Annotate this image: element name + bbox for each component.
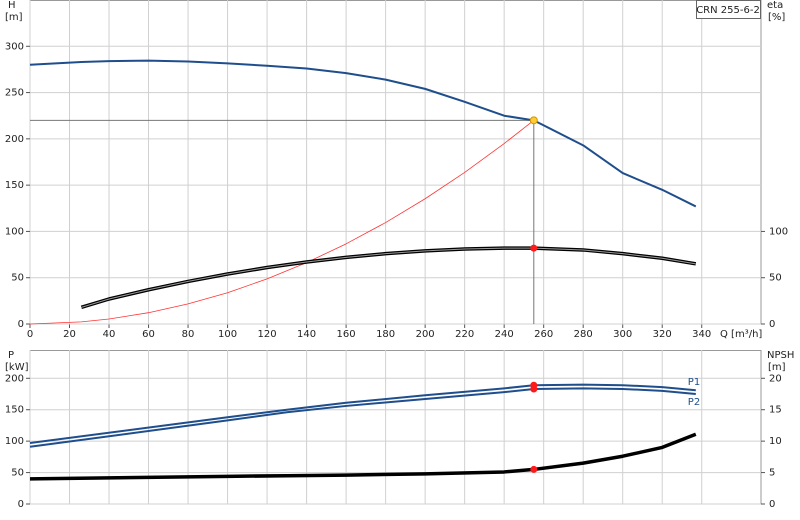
plot-area — [29, 0, 762, 325]
y-axis-label: P — [8, 350, 14, 361]
series-line-inner — [81, 247, 696, 308]
series-line — [29, 383, 696, 445]
x-tick-label: 80 — [182, 329, 195, 340]
y-tick-label: 0 — [18, 499, 24, 510]
y-tick-label: 200 — [5, 373, 24, 384]
y2-tick-label: 50 — [769, 273, 782, 284]
duty-marker — [530, 244, 538, 252]
duty-point — [529, 116, 538, 125]
x-tick-label: 60 — [142, 329, 155, 340]
series-label: P1 — [688, 377, 700, 388]
series-line — [29, 387, 696, 448]
y2-axis-unit: [m] — [768, 362, 786, 373]
x-tick-label: 200 — [416, 329, 435, 340]
y-tick-label: 50 — [11, 468, 24, 479]
y-tick-label: 150 — [5, 405, 24, 416]
y-tick-label: 150 — [5, 180, 24, 191]
x-tick-label: 40 — [103, 329, 116, 340]
y-tick-label: 250 — [5, 88, 24, 99]
x-tick-label: 180 — [376, 329, 395, 340]
x-tick-label: 280 — [574, 329, 593, 340]
y-tick-label: 100 — [5, 226, 24, 237]
y-tick-label: 100 — [5, 436, 24, 447]
x-tick-label: 260 — [534, 329, 553, 340]
y2-axis-label: NPSH — [767, 350, 794, 361]
y2-tick-label: 10 — [769, 436, 782, 447]
y-tick-label: 0 — [18, 319, 24, 330]
x-tick-label: 0 — [27, 329, 33, 340]
plot-area — [29, 350, 762, 505]
series-line — [29, 59, 697, 208]
duty-marker — [530, 465, 538, 473]
y-tick-label: 50 — [11, 273, 24, 284]
y2-tick-label: 5 — [769, 468, 775, 479]
y-tick-label: 300 — [5, 41, 24, 52]
y2-axis-unit: [%] — [768, 12, 785, 23]
chart-title: CRN 255-6-2 — [696, 5, 760, 16]
series-line — [29, 120, 535, 325]
x-tick-label: 220 — [455, 329, 474, 340]
y2-tick-label: 20 — [769, 373, 782, 384]
y2-tick-label: 100 — [769, 226, 788, 237]
y2-axis-label: eta — [767, 0, 783, 11]
duty-marker — [530, 385, 538, 393]
x-axis-label: Q [m³/h] — [720, 329, 762, 340]
y2-tick-label: 0 — [769, 319, 775, 330]
x-tick-label: 160 — [337, 329, 356, 340]
y2-tick-label: 0 — [769, 499, 775, 510]
y2-tick-label: 15 — [769, 405, 782, 416]
x-tick-label: 340 — [692, 329, 711, 340]
x-tick-label: 320 — [653, 329, 672, 340]
series-line — [29, 432, 697, 481]
y-axis-unit: [m] — [5, 12, 23, 23]
y-axis-unit: [kW] — [5, 362, 29, 373]
x-tick-label: 300 — [613, 329, 632, 340]
x-tick-label: 20 — [63, 329, 76, 340]
series-label: P2 — [688, 397, 700, 408]
x-tick-label: 100 — [218, 329, 237, 340]
title-box — [696, 0, 761, 19]
y-axis-label: H — [8, 0, 16, 11]
x-tick-label: 140 — [297, 329, 316, 340]
x-tick-label: 120 — [258, 329, 277, 340]
y-tick-label: 200 — [5, 134, 24, 145]
x-tick-label: 240 — [495, 329, 514, 340]
